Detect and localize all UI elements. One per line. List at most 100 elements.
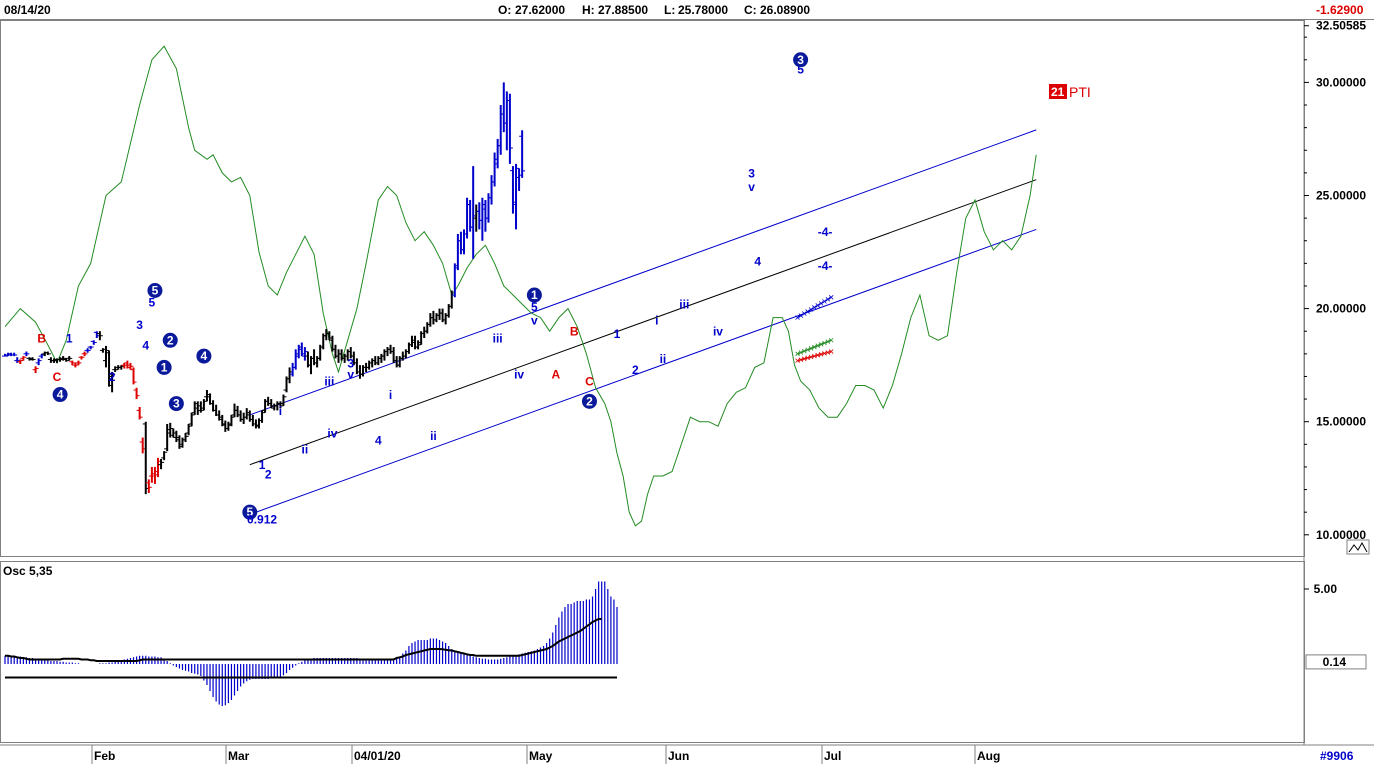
price-bar (133, 387, 140, 400)
price-bar (78, 356, 85, 360)
price-bar (35, 358, 42, 366)
projection-marker-cross (812, 305, 817, 310)
wave-label: iv (713, 325, 723, 339)
low-label: L: (664, 3, 676, 17)
price-bar (109, 371, 116, 393)
price-bar (23, 351, 30, 357)
projection-marker (795, 337, 834, 357)
osc-current-value: 0.14 (1305, 654, 1367, 670)
open-value: 27.62000 (515, 3, 566, 17)
wave-label: B (570, 325, 579, 339)
projection-marker (795, 295, 834, 320)
quote-date: 08/14/20 (4, 3, 51, 17)
osc-current-value-box (1305, 654, 1367, 670)
projection-marker-cross (801, 311, 807, 316)
projection-marker-cross (815, 303, 821, 308)
channel-lines (249, 129, 1037, 515)
projection-marker-cross (805, 309, 810, 314)
pti-number-box (1049, 84, 1067, 99)
wave-label: C (585, 375, 594, 389)
projection-marker-cross (822, 340, 827, 346)
projection-marker-cross (801, 356, 807, 362)
projection-marker-cross (812, 344, 817, 350)
projection-marker-cross (808, 346, 814, 351)
pti-badge: 21 PTI (1049, 84, 1091, 100)
wave-circle-badge (196, 348, 212, 364)
wave-circle: 4 (196, 348, 212, 364)
wave-circle-number: 4 (201, 349, 208, 363)
wave-label: 4 (375, 433, 382, 447)
high-label: H: (582, 3, 595, 17)
projection-marker-cross (822, 299, 827, 304)
wave-label: B (37, 332, 46, 346)
wave-label: iv (327, 427, 337, 441)
wave-label: i (279, 404, 282, 418)
wave-label: 2 (265, 467, 272, 481)
projection-marker-cross (798, 313, 804, 318)
pti-number: 21 (1051, 85, 1065, 99)
wave-circle: 1 (156, 359, 172, 375)
price-tick-label: 10.00000 (1316, 528, 1366, 542)
price-bar (161, 451, 168, 461)
projection-marker-cross (795, 315, 800, 320)
wave-circle-number: 2 (586, 394, 593, 408)
wave-label: 2 (109, 370, 116, 384)
time-tick-label: Jun (668, 749, 689, 763)
wave-label: 1 (66, 332, 73, 346)
time-tick-label: Feb (94, 749, 115, 763)
wave-label: 3 (347, 356, 354, 370)
oscillator-signal-line (5, 618, 602, 662)
wave-circle-badge (581, 393, 597, 409)
wave-labels: BC1234512iiiiiiiv3v4iiiiiiiv5vABC12iiiii… (37, 52, 832, 526)
time-tick-label: May (529, 749, 553, 763)
wave-label: 1 (614, 327, 621, 341)
projection-marker-cross (818, 352, 824, 357)
wave-circle-badge (168, 396, 184, 412)
wave-label: 2 (632, 363, 639, 377)
wave-label: v (748, 180, 755, 194)
price-bars (2, 82, 834, 495)
projection-marker-cross (808, 307, 814, 312)
price-tick-label: 32.50585 (1316, 19, 1366, 33)
price-bar (136, 406, 143, 420)
wave-label: i (655, 313, 658, 327)
price-bar (127, 362, 134, 370)
time-tick-label: 04/01/20 (354, 749, 401, 763)
wave-circle-badge (52, 387, 68, 403)
price-bar (280, 394, 287, 406)
projection-marker-cross (828, 349, 834, 354)
chart-frames (0, 20, 1374, 746)
projection-marker-cross (805, 347, 810, 353)
axes: 32.50585 30.00000 25.00000 20.00000 15.00000… (91, 19, 1367, 764)
price-bar (519, 130, 526, 178)
price-bar (44, 351, 51, 355)
price-bar (145, 479, 152, 493)
oscillator-title: Osc 5,35 (3, 564, 53, 578)
quote-header: 08/14/20 O: 27.62000 H: 27.88500 L: 25.7… (0, 0, 1374, 20)
wave-label: 1 (259, 458, 266, 472)
open-label: O: (498, 3, 512, 17)
low-value: 25.78000 (678, 3, 729, 17)
price-bar (84, 348, 91, 353)
price-bar (130, 367, 137, 385)
price-bar (182, 433, 189, 443)
channel-line (249, 228, 1037, 515)
price-bar (90, 340, 97, 345)
wave-label: v (531, 313, 538, 327)
projection-marker-cross (805, 355, 810, 361)
wave-label: -4- (818, 225, 833, 239)
wave-circle: 5 (147, 283, 163, 299)
wave-circle-badge (162, 332, 178, 348)
change-value: -1.62900 (1316, 3, 1364, 17)
wave-label: ii (430, 429, 437, 443)
oscillator-plot (4, 581, 618, 706)
wave-label: 3 (136, 318, 143, 332)
wave-label: 5 (797, 62, 804, 76)
zoom-icon[interactable] (1346, 539, 1370, 555)
wave-circle: 2 (581, 393, 597, 409)
price-bar (20, 356, 27, 361)
price-bar (29, 357, 36, 361)
osc-current-value-text: 0.14 (1323, 655, 1347, 669)
wave-label: 5 (531, 300, 538, 314)
